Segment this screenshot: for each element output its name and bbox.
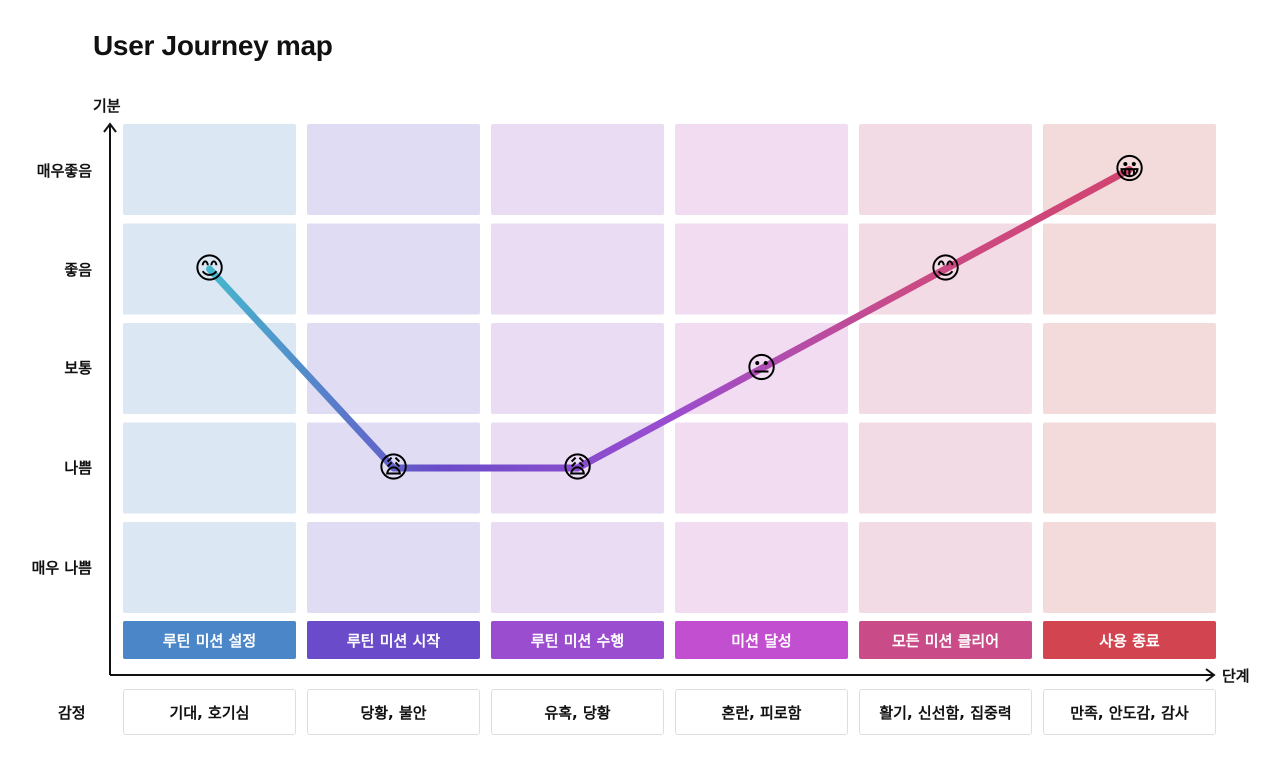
grid-cell — [307, 223, 480, 315]
grid-cell — [123, 124, 296, 215]
emotion-box-1: 기대, 호기심 — [123, 689, 296, 735]
stage-label-3: 루틴 미션 수행 — [491, 621, 664, 659]
grid-cell — [675, 223, 848, 315]
grid-cell — [1043, 323, 1216, 414]
stage-label-2: 루틴 미션 시작 — [307, 621, 480, 659]
stage-label-4: 미션 달성 — [675, 621, 848, 659]
emotion-box-2: 당황, 불안 — [307, 689, 480, 735]
emotion-box-3: 유혹, 당황 — [491, 689, 664, 735]
stage-label-6: 사용 종료 — [1043, 621, 1216, 659]
y-level-label: 매우좋음 — [36, 162, 92, 180]
grid-cell — [123, 323, 296, 414]
grid-cell — [859, 323, 1032, 414]
grid-cell — [675, 422, 848, 514]
x-axis-arrow-icon — [1205, 668, 1216, 682]
grid-cell — [859, 522, 1032, 613]
smiling-face-icon: 😊 — [194, 252, 225, 287]
y-level-label: 나쁨 — [64, 459, 92, 477]
svg-text:😊: 😊 — [194, 252, 225, 287]
weary-face-icon: 😩 — [378, 451, 409, 486]
grid-cell — [675, 522, 848, 613]
grid-cell — [123, 422, 296, 514]
svg-text:😩: 😩 — [562, 451, 593, 486]
emotion-row-label: 감정 — [58, 704, 86, 722]
y-level-label: 보통 — [64, 359, 92, 377]
grid-cell — [491, 522, 664, 613]
emotion-box-5: 활기, 신선함, 집중력 — [859, 689, 1032, 735]
grid-cell — [1043, 422, 1216, 514]
emotion-box-4: 혼란, 피로함 — [675, 689, 848, 735]
y-level-label: 매우 나쁨 — [31, 559, 92, 577]
grid-cell — [123, 522, 296, 613]
grid-cell — [491, 323, 664, 414]
grinning-face-icon: 😀 — [1114, 152, 1145, 187]
y-level-label: 좋음 — [64, 261, 92, 279]
grid-cell — [307, 124, 480, 215]
grid-cell — [491, 124, 664, 215]
grid-cell — [1043, 223, 1216, 315]
svg-text:😀: 😀 — [1114, 152, 1145, 187]
stage-label-5: 모든 미션 클리어 — [859, 621, 1032, 659]
neutral-face-icon: 😐 — [746, 351, 777, 386]
smiling-face-icon: 😊 — [930, 252, 961, 287]
grid-cell — [307, 323, 480, 414]
weary-face-icon: 😩 — [562, 451, 593, 486]
page-title: User Journey map — [93, 30, 333, 61]
series-line — [206, 166, 1133, 472]
grid-cell — [675, 124, 848, 215]
grid-cell — [859, 422, 1032, 514]
svg-text:😩: 😩 — [378, 451, 409, 486]
emotion-box-6: 만족, 안도감, 감사 — [1043, 689, 1216, 735]
grid-cell — [859, 124, 1032, 215]
grid-cell — [491, 223, 664, 315]
svg-text:😊: 😊 — [930, 252, 961, 287]
y-axis-label: 기분 — [93, 97, 121, 115]
x-axis-label: 단계 — [1222, 667, 1250, 685]
stage-label-1: 루틴 미션 설정 — [123, 621, 296, 659]
grid-cell — [307, 522, 480, 613]
grid-cell — [1043, 522, 1216, 613]
y-axis-arrow-icon — [103, 122, 117, 133]
svg-text:😐: 😐 — [746, 351, 777, 386]
